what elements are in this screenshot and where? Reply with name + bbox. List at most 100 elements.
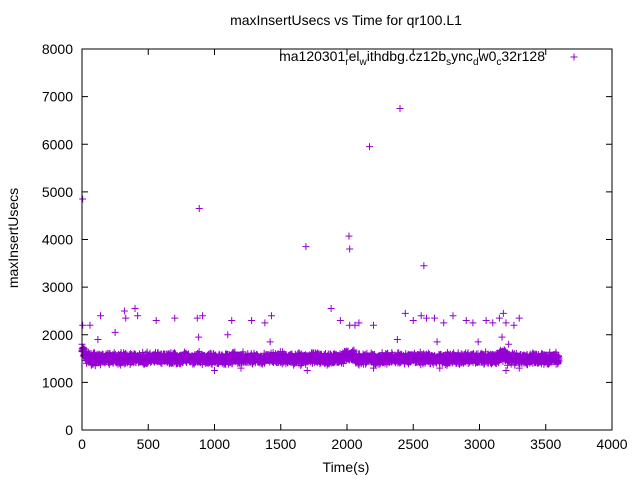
data-point	[211, 366, 218, 374]
data-point	[370, 321, 377, 329]
data-point	[515, 314, 523, 322]
y-tick-label: 4000	[42, 232, 73, 248]
data-point	[499, 309, 507, 317]
x-tick-label: 2500	[398, 436, 429, 452]
data-point	[152, 316, 160, 324]
data-point	[228, 316, 236, 324]
data-point	[351, 321, 359, 329]
chart-title: maxInsertUsecs vs Time for qr100.L1	[230, 12, 462, 28]
y-tick-label: 2000	[42, 327, 73, 343]
data-point	[345, 232, 353, 240]
data-point	[193, 314, 201, 322]
data-point	[433, 338, 441, 346]
data-point	[449, 312, 457, 320]
data-point	[131, 305, 139, 313]
data-point	[396, 105, 404, 113]
data-point	[195, 205, 203, 213]
data-point	[248, 316, 256, 324]
legend-marker	[570, 53, 578, 61]
x-tick-label: 2000	[331, 436, 362, 452]
legend-label-subscript: c	[496, 57, 501, 68]
data-point	[474, 338, 482, 346]
legend-label-part: w0	[478, 48, 497, 64]
x-tick-label: 1000	[199, 436, 230, 452]
data-point	[502, 366, 510, 374]
legend-label-part: 32r128	[501, 48, 545, 64]
legend-label: ma120301relwithdbg.cz12bsyncdw0c32r128	[279, 48, 545, 68]
data-point	[122, 314, 130, 322]
data-point	[510, 321, 518, 329]
data-point	[366, 143, 374, 151]
legend-label-subscript: s	[446, 57, 451, 68]
data-point	[303, 366, 311, 374]
data-point	[370, 364, 377, 372]
x-tick-label: 500	[137, 436, 161, 452]
data-point	[111, 328, 119, 336]
data-point	[199, 312, 207, 320]
data-point	[505, 340, 513, 348]
data-point	[97, 312, 105, 320]
data-point	[94, 336, 102, 344]
data-point	[401, 309, 409, 317]
data-point	[261, 319, 269, 327]
data-point	[423, 314, 430, 322]
x-axis-label: Time(s)	[323, 459, 370, 475]
y-tick-label: 7000	[42, 89, 73, 105]
data-point	[555, 357, 563, 365]
x-tick-label: 1500	[265, 436, 296, 452]
data-point	[79, 195, 87, 203]
x-tick-label: 0	[78, 436, 86, 452]
data-point	[420, 262, 428, 270]
data-point	[346, 245, 354, 253]
data-point	[462, 316, 470, 324]
data-point	[266, 338, 274, 346]
legend-label-subscript: w	[359, 57, 368, 68]
data-point	[327, 305, 335, 313]
data-point	[469, 319, 477, 327]
data-point	[171, 314, 179, 322]
legend-label-part: ma120301	[279, 48, 345, 64]
x-tick-label: 4000	[596, 436, 627, 452]
data-point	[393, 336, 401, 344]
data-point	[355, 319, 363, 327]
legend-label-subscript: d	[473, 57, 479, 68]
data-points	[78, 105, 563, 374]
data-point	[224, 331, 232, 339]
data-point	[195, 333, 203, 341]
data-point	[237, 364, 245, 372]
data-point	[489, 319, 497, 327]
data-point	[498, 333, 506, 341]
data-point	[515, 364, 523, 372]
y-axis-label: maxInsertUsecs	[5, 188, 21, 288]
data-point	[502, 319, 510, 327]
y-tick-label: 0	[65, 422, 73, 438]
y-tick-label: 1000	[42, 374, 73, 390]
legend-label-part: ithdbg.cz12b	[367, 48, 447, 64]
data-point	[86, 321, 94, 329]
x-tick-label: 3000	[464, 436, 495, 452]
data-point	[436, 364, 444, 372]
legend: ma120301relwithdbg.cz12bsyncdw0c32r128	[279, 48, 578, 68]
legend-label-part: el	[349, 48, 360, 64]
data-point	[495, 314, 503, 322]
axis-ticks: 0 1000 2000 3000 4000 5000 6000 7000 8000 0 500 100…	[42, 41, 628, 452]
legend-label-subscript: r	[345, 57, 349, 68]
y-tick-label: 8000	[42, 41, 73, 57]
data-point	[409, 316, 417, 324]
data-point	[336, 316, 344, 324]
x-tick-label: 3500	[530, 436, 561, 452]
y-tick-label: 6000	[42, 136, 73, 152]
data-point	[440, 319, 448, 327]
data-point	[302, 243, 310, 251]
data-point	[134, 312, 142, 320]
y-tick-label: 3000	[42, 279, 73, 295]
legend-label-part: ync	[451, 48, 473, 64]
data-point	[417, 312, 425, 320]
data-point	[79, 321, 87, 329]
plot-frame	[81, 48, 613, 431]
data-point	[91, 362, 99, 370]
data-point	[120, 307, 128, 315]
data-point	[482, 316, 490, 324]
data-point	[267, 312, 275, 320]
